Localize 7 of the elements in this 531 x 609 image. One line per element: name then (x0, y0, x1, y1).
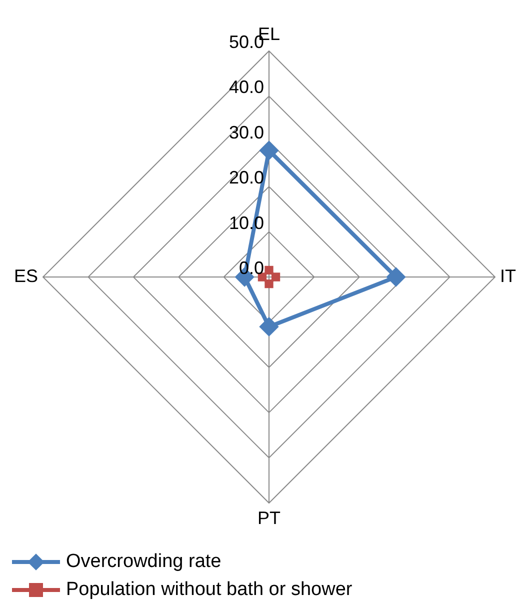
legend-label: Overcrowding rate (66, 551, 222, 573)
spoke-label: ES (14, 266, 38, 286)
y-tick-label: 30.0 (228, 122, 264, 142)
spoke-label: IT (500, 266, 516, 286)
spoke-label: PT (257, 508, 281, 528)
y-tick-label: 40.0 (228, 77, 264, 98)
legend-label: Population without bath or shower (66, 579, 352, 601)
